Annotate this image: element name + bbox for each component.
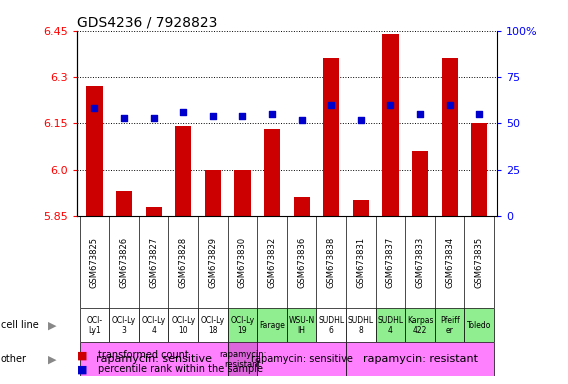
Bar [346, 343, 494, 376]
Text: SUDHL
6: SUDHL 6 [318, 316, 344, 335]
Bar [198, 308, 228, 343]
Point [149, 115, 158, 121]
Bar [116, 191, 132, 216]
Bar [287, 308, 316, 343]
Text: other: other [1, 354, 27, 364]
Bar [441, 58, 458, 216]
Point [238, 113, 247, 119]
Bar [405, 308, 435, 343]
Bar [80, 308, 109, 343]
Point [386, 102, 395, 108]
Bar [435, 308, 465, 343]
Point [268, 111, 277, 117]
Bar [264, 129, 280, 216]
Text: Farage: Farage [259, 321, 285, 330]
Text: percentile rank within the sample: percentile rank within the sample [98, 364, 263, 374]
Bar [294, 197, 310, 216]
Bar [228, 308, 257, 343]
Text: SUDHL
4: SUDHL 4 [377, 316, 403, 335]
Bar [257, 343, 346, 376]
Bar [145, 207, 162, 216]
Bar [139, 308, 169, 343]
Text: Pfeiff
er: Pfeiff er [440, 316, 460, 335]
Text: GSM673835: GSM673835 [475, 237, 484, 288]
Text: GSM673832: GSM673832 [268, 237, 277, 288]
Text: ■: ■ [77, 364, 87, 374]
Bar [316, 308, 346, 343]
Bar [382, 34, 399, 216]
Point [356, 116, 365, 122]
Bar [471, 123, 487, 216]
Text: ▶: ▶ [48, 320, 57, 330]
Text: OCI-Ly
18: OCI-Ly 18 [201, 316, 225, 335]
Point [416, 111, 425, 117]
Bar [109, 308, 139, 343]
Text: Karpas
422: Karpas 422 [407, 316, 433, 335]
Text: Toledo: Toledo [467, 321, 491, 330]
Bar [465, 308, 494, 343]
Bar [234, 170, 250, 216]
Text: OCI-Ly
19: OCI-Ly 19 [231, 316, 254, 335]
Bar [375, 308, 405, 343]
Point [119, 115, 128, 121]
Text: ■: ■ [77, 350, 87, 360]
Point [208, 113, 218, 119]
Text: ▶: ▶ [48, 354, 57, 364]
Text: GSM673838: GSM673838 [327, 237, 336, 288]
Text: rapamycin:
resistant: rapamycin: resistant [219, 350, 266, 369]
Text: rapamycin: resistant: rapamycin: resistant [362, 354, 478, 364]
Text: cell line: cell line [1, 320, 38, 330]
Bar [323, 58, 340, 216]
Bar [346, 308, 375, 343]
Point [297, 116, 306, 122]
Bar [80, 343, 228, 376]
Text: GSM673826: GSM673826 [119, 237, 128, 288]
Point [327, 102, 336, 108]
Bar [169, 308, 198, 343]
Text: rapamycin: sensitive: rapamycin: sensitive [95, 354, 212, 364]
Bar [204, 170, 221, 216]
Bar [228, 343, 257, 376]
Bar [86, 86, 103, 216]
Text: GSM673836: GSM673836 [297, 237, 306, 288]
Point [179, 109, 188, 115]
Text: rapamycin: sensitive: rapamycin: sensitive [250, 354, 353, 364]
Text: GSM673831: GSM673831 [356, 237, 365, 288]
Point [90, 106, 99, 112]
Text: GSM673829: GSM673829 [208, 237, 218, 288]
Bar [412, 151, 428, 216]
Text: OCI-Ly
3: OCI-Ly 3 [112, 316, 136, 335]
Text: GSM673833: GSM673833 [416, 237, 424, 288]
Point [445, 102, 454, 108]
Text: GSM673830: GSM673830 [238, 237, 247, 288]
Bar [257, 308, 287, 343]
Text: GSM673827: GSM673827 [149, 237, 158, 288]
Text: SUDHL
8: SUDHL 8 [348, 316, 374, 335]
Text: OCI-Ly
4: OCI-Ly 4 [141, 316, 166, 335]
Text: OCI-
Ly1: OCI- Ly1 [86, 316, 102, 335]
Text: GSM673825: GSM673825 [90, 237, 99, 288]
Bar [353, 200, 369, 216]
Bar [175, 126, 191, 216]
Text: GSM673837: GSM673837 [386, 237, 395, 288]
Point [475, 111, 484, 117]
Text: OCI-Ly
10: OCI-Ly 10 [171, 316, 195, 335]
Text: transformed count: transformed count [98, 350, 189, 360]
Text: WSU-N
IH: WSU-N IH [289, 316, 315, 335]
Text: GDS4236 / 7928823: GDS4236 / 7928823 [77, 16, 217, 30]
Text: GSM673834: GSM673834 [445, 237, 454, 288]
Text: GSM673828: GSM673828 [179, 237, 188, 288]
